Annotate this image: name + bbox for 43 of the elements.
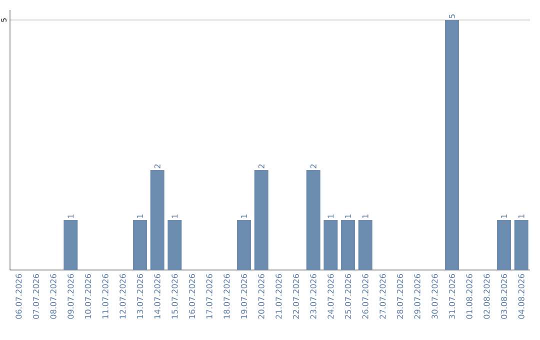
x-tick-label: 15.07.2026 <box>172 274 178 318</box>
x-tick-label: 13.07.2026 <box>136 274 144 318</box>
data-label: 2 <box>154 164 160 168</box>
data-label: 1 <box>501 214 507 218</box>
x-tick-label: 08.07.2026 <box>50 274 56 319</box>
x-tick-label: 06.07.2026 <box>16 274 22 319</box>
x-tick-label: 29.07.2026 <box>414 274 420 319</box>
x-tick-label: 23.07.2026 <box>310 274 316 319</box>
x-tick-label: 04.08.2026 <box>518 274 524 319</box>
x-tick-label: 09.07.2026 <box>68 274 74 319</box>
x-tick-label: 26.07.2026 <box>362 274 368 319</box>
data-label: 1 <box>137 214 143 218</box>
data-label: 1 <box>328 214 334 218</box>
x-tick-label: 30.07.2026 <box>432 274 438 319</box>
data-label: 1 <box>172 214 178 218</box>
x-tick-label: 03.08.2026 <box>500 274 508 319</box>
x-tick-label: 28.07.2026 <box>396 274 404 319</box>
x-tick-label: 31.07.2026 <box>448 274 456 319</box>
x-tick-label: 11.07.2026 <box>102 274 108 318</box>
x-tick-label: 07.07.2026 <box>32 274 40 319</box>
x-tick-label: 27.07.2026 <box>380 274 386 319</box>
data-label: 2 <box>310 164 316 168</box>
data-label: 1 <box>362 214 368 218</box>
data-label: 1 <box>241 214 247 218</box>
x-tick-label: 22.07.2026 <box>292 274 300 319</box>
data-label: 1 <box>345 214 351 218</box>
x-tick-label: 02.08.2026 <box>484 274 490 319</box>
x-tick-label: 20.07.2026 <box>258 274 264 319</box>
x-tick-label: 17.07.2026 <box>206 274 212 318</box>
x-tick-label: 25.07.2026 <box>344 274 352 319</box>
data-label: 1 <box>518 214 524 218</box>
x-tick-label: 21.07.2026 <box>276 274 282 319</box>
data-label: 2 <box>258 164 264 168</box>
x-tick-label: 01.08.2026 <box>466 274 472 319</box>
x-tick-label: 12.07.2026 <box>120 274 126 318</box>
x-tick-label: 16.07.2026 <box>188 274 196 318</box>
x-tick-label: 24.07.2026 <box>328 274 334 319</box>
x-tick-label: 10.07.2026 <box>84 274 92 318</box>
data-label: 1 <box>68 214 74 218</box>
x-tick-label: 14.07.2026 <box>154 274 160 318</box>
x-tick-label: 18.07.2026 <box>224 274 230 318</box>
x-tick-label: 19.07.2026 <box>240 274 248 318</box>
data-label: 5 <box>449 14 455 18</box>
